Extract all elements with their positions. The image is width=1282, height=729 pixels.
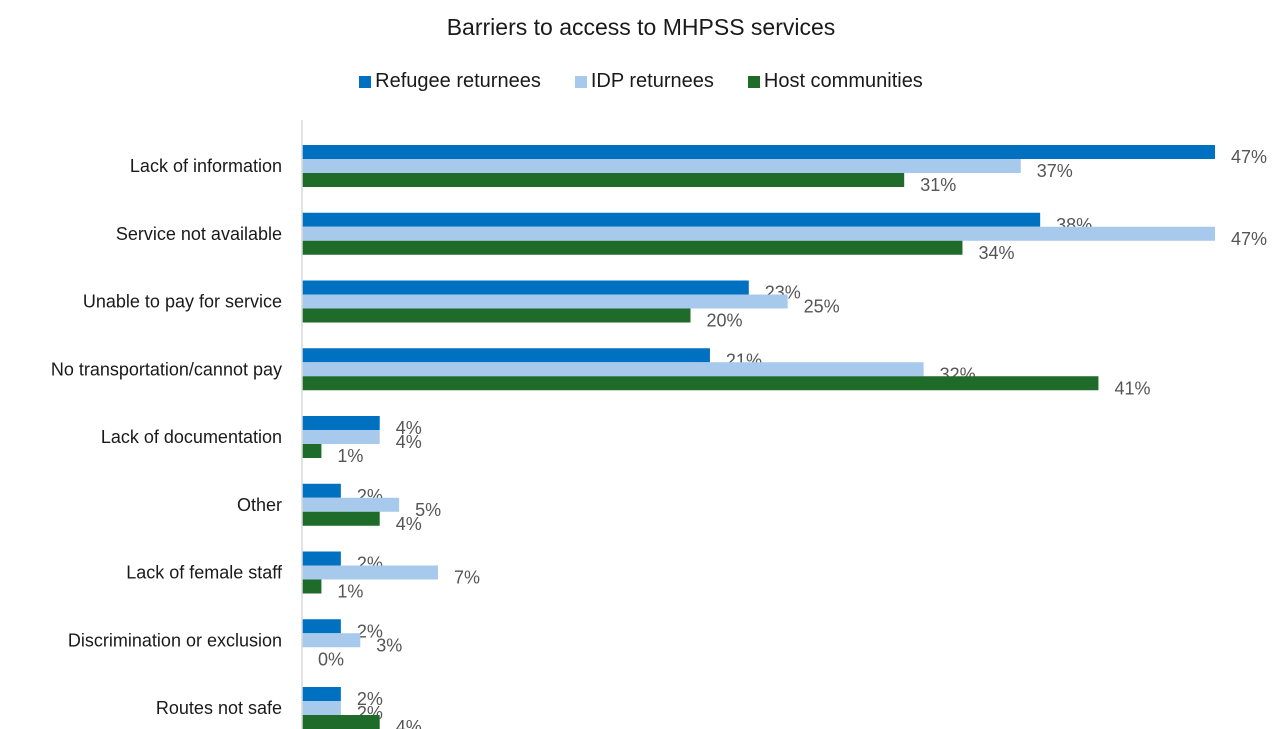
legend: Refugee returnees IDP returnees Host com… [0,70,1282,93]
data-label-lack-of-documentation-series-3: 1% [337,446,363,466]
data-label-unable-to-pay-for-service-series-3: 20% [707,311,743,331]
data-label-other-series-2: 5% [415,500,441,520]
bar-unable-to-pay-for-service-series-1 [302,280,749,295]
legend-item-idp-returnees: IDP returnees [574,70,714,93]
bar-routes-not-safe-series-3 [302,715,380,729]
data-label-no-transportation-cannot-pay-series-3: 41% [1114,378,1150,398]
legend-swatch-host-communities [747,75,760,88]
bar-lack-of-information-series-1 [302,145,1215,159]
data-label-lack-of-documentation-series-1: 4% [396,418,422,438]
bar-lack-of-information-series-3 [302,173,905,187]
legend-item-host-communities: Host communities [747,70,923,93]
chart-title: Barriers to access to MHPSS services [446,14,836,40]
data-label-lack-of-female-staff-series-2: 7% [454,568,480,588]
bar-discrimination-or-exclusion-series-1 [302,619,341,634]
legend-label-idp-returnees: IDP returnees [590,70,714,92]
legend-swatch-refugee-returnees [359,75,372,88]
data-label-lack-of-documentation-series-2: 4% [396,432,422,452]
bar-routes-not-safe-series-2 [302,701,341,715]
bar-lack-of-information-series-2 [302,159,1021,173]
category-label-other: Other [237,495,282,515]
category-label-service-not-available: Service not available [116,224,282,244]
data-label-lack-of-information-series-3: 31% [920,175,956,195]
bar-no-transportation-cannot-pay-series-2 [302,362,924,377]
category-label-routes-not-safe: Routes not safe [156,698,282,718]
category-label-lack-of-documentation: Lack of documentation [101,427,282,447]
bar-other-series-2 [302,497,400,512]
bar-no-transportation-cannot-pay-series-3 [302,376,1099,391]
bar-other-series-1 [302,483,341,498]
data-label-service-not-available-series-2: 47% [1231,229,1267,249]
bar-lack-of-documentation-series-2 [302,430,380,444]
legend-label-host-communities: Host communities [763,70,923,92]
bar-unable-to-pay-for-service-series-3 [302,308,691,323]
bar-other-series-3 [302,511,380,526]
bar-service-not-available-series-1 [302,212,1041,227]
legend-swatch-idp-returnees [574,75,587,88]
data-label-other-series-3: 4% [396,514,422,534]
bar-lack-of-documentation-series-1 [302,416,380,430]
data-label-discrimination-or-exclusion-series-3: 0% [318,649,344,669]
bar-lack-of-female-staff-series-2 [302,565,438,580]
data-label-discrimination-or-exclusion-series-1: 2% [357,621,383,641]
data-label-lack-of-information-series-1: 47% [1231,147,1267,167]
bar-service-not-available-series-2 [302,226,1215,241]
bar-unable-to-pay-for-service-series-2 [302,294,788,309]
data-label-unable-to-pay-for-service-series-2: 25% [804,297,840,317]
legend-item-refugee-returnees: Refugee returnees [359,70,541,93]
category-label-unable-to-pay-for-service: Unable to pay for service [83,292,282,312]
data-label-lack-of-information-series-2: 37% [1037,161,1073,181]
legend-label-refugee-returnees: Refugee returnees [375,70,541,92]
bar-lack-of-female-staff-series-3 [302,579,322,594]
data-label-routes-not-safe-series-3: 4% [396,717,422,729]
bar-lack-of-female-staff-series-1 [302,551,341,566]
category-label-no-transportation-cannot-pay: No transportation/cannot pay [51,359,282,379]
category-label-lack-of-female-staff: Lack of female staff [126,563,283,583]
bar-discrimination-or-exclusion-series-2 [302,633,361,648]
bar-lack-of-documentation-series-3 [302,444,322,458]
data-label-service-not-available-series-3: 34% [978,243,1014,263]
bar-service-not-available-series-3 [302,240,963,255]
category-label-discrimination-or-exclusion: Discrimination or exclusion [68,630,282,650]
data-label-lack-of-female-staff-series-3: 1% [337,582,363,602]
bar-routes-not-safe-series-1 [302,687,341,701]
bar-no-transportation-cannot-pay-series-1 [302,348,710,363]
data-label-discrimination-or-exclusion-series-2: 3% [376,635,402,655]
data-label-routes-not-safe-series-1: 2% [357,689,383,709]
category-label-lack-of-information: Lack of information [130,156,282,176]
